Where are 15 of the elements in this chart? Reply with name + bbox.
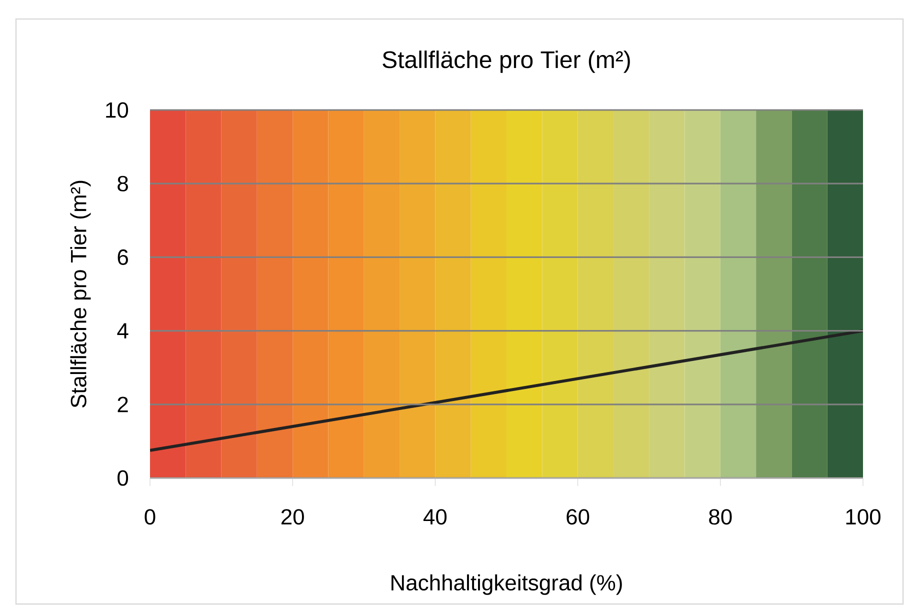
chart-title: Stallfläche pro Tier (m²) bbox=[382, 50, 630, 73]
y-tick-label: 4 bbox=[117, 323, 128, 338]
y-tick-label: 2 bbox=[118, 396, 128, 412]
y-tick-label: 6 bbox=[118, 249, 128, 265]
y-tick-label: 0 bbox=[118, 470, 128, 486]
x-tick-label: 80 bbox=[709, 509, 732, 525]
x-tick-label: 100 bbox=[846, 509, 880, 525]
y-axis-title: Stallfläche pro Tier (m²) bbox=[70, 180, 91, 408]
x-tick-label: 20 bbox=[281, 509, 304, 525]
y-tick-label: 10 bbox=[106, 102, 128, 118]
x-tick-label: 60 bbox=[566, 509, 590, 525]
y-tick-label: 8 bbox=[118, 176, 128, 192]
x-tick-label: 40 bbox=[423, 509, 447, 525]
x-tick-label: 0 bbox=[144, 509, 156, 525]
x-axis-title: Nachhaltigkeitsgrad (%) bbox=[392, 574, 622, 595]
